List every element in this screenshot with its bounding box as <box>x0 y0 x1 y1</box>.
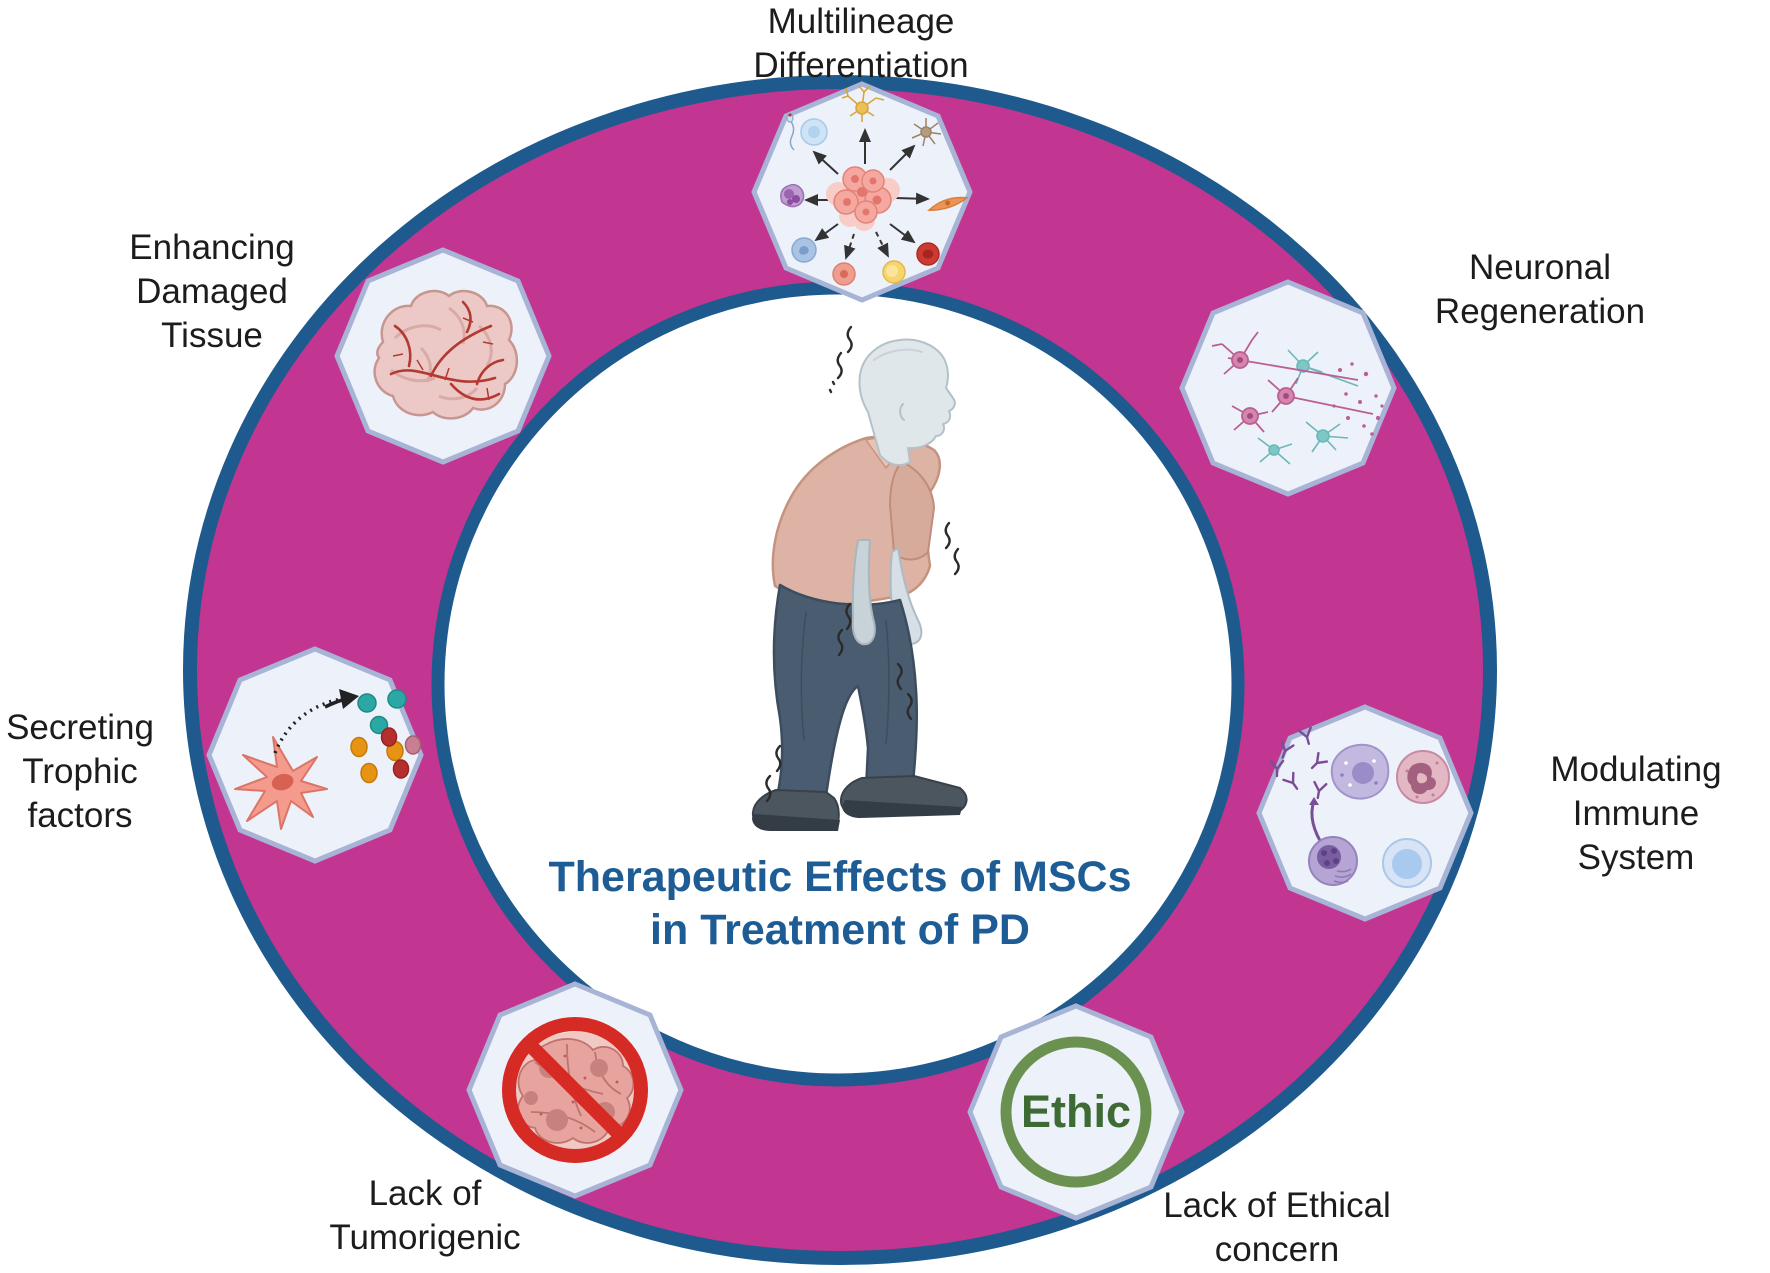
plasma-cell-icon <box>1308 836 1358 886</box>
diagram-title-line2: in Treatment of PD <box>650 906 1030 954</box>
muscle-cell-icon <box>927 196 969 211</box>
label-lack-of-tumorigenic: Lack of Tumorigenic <box>329 1174 521 1257</box>
immune-cells-icon <box>1269 726 1450 888</box>
no-tumor-prohibition-icon <box>502 1017 648 1163</box>
label-neuronal-regeneration: Neuronal Regeneration <box>1434 248 1646 331</box>
differentiating-stem-cell-icon <box>780 85 969 286</box>
label-enhancing-damaged-tissue: Enhancing Damaged Tissue <box>129 228 295 355</box>
multilineage-differentiation-node <box>751 81 973 303</box>
neuronal-regeneration-node <box>1179 279 1397 497</box>
parkinsons-patient-figure <box>751 325 968 831</box>
megakaryocyte-cell-icon <box>780 183 805 208</box>
red-blood-cell-icon <box>916 242 940 266</box>
vascularized-tissue-icon <box>373 289 518 420</box>
chondrocyte-cell-icon <box>791 237 817 263</box>
germ-cells-icon <box>786 113 828 151</box>
fat-cell-icon <box>882 260 906 284</box>
enhancing-damaged-tissue-node <box>334 247 552 465</box>
label-multilineage-differentiation: Multilineage Differentiation <box>753 2 969 85</box>
diagram-title: Therapeutic Effects of MSCs in Treatment… <box>549 851 1132 957</box>
neutrophil-cell-icon <box>1396 750 1450 804</box>
label-modulating-immune-system: Modulating Immune System <box>1550 750 1722 877</box>
cell-secreting-factors-icon <box>234 689 422 830</box>
ethic-badge-text: Ethic <box>1020 1086 1132 1137</box>
lymphocyte-cell-icon <box>1382 838 1432 888</box>
neuron-cell-icon <box>841 85 885 122</box>
macrophage-cell-icon <box>1330 743 1390 800</box>
lack-of-ethical-concern-node <box>967 1003 1185 1221</box>
label-secreting-trophic-factors: Secreting Trophic factors <box>6 708 154 835</box>
ethic-ring-icon <box>1000 1036 1152 1188</box>
modulating-immune-system-node <box>1256 704 1474 922</box>
lack-of-tumorigenic-node <box>466 981 684 1199</box>
regenerating-neurons-icon <box>1211 331 1384 465</box>
antibody-icons <box>1269 726 1329 800</box>
secreting-trophic-factors-node <box>206 646 424 864</box>
epithelial-cell-icon <box>832 262 856 286</box>
label-lack-of-ethical-concern: Lack of Ethical concern <box>1163 1186 1391 1269</box>
tremor-lines-icon <box>765 325 960 803</box>
diagram-title-line1: Therapeutic Effects of MSCs <box>548 853 1132 901</box>
astrocyte-cell-icon <box>911 118 942 147</box>
